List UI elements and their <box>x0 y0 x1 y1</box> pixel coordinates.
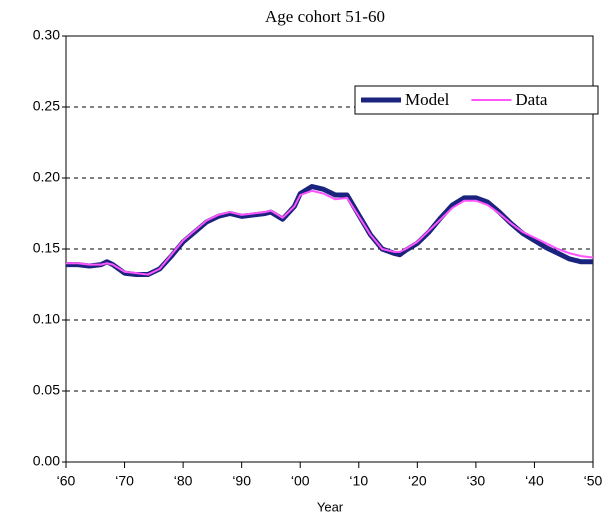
x-axis-label: Year <box>317 499 344 514</box>
plot-frame <box>65 35 594 463</box>
x-tick-label: ‘40 <box>525 473 544 489</box>
x-tick-label: ‘90 <box>232 473 251 489</box>
x-tick-label: ‘00 <box>291 473 310 489</box>
x-tick-label: ‘50 <box>584 473 603 489</box>
y-tick-label: 0.10 <box>33 311 60 327</box>
series-line <box>66 189 594 276</box>
x-tick-label: ‘20 <box>408 473 427 489</box>
y-tick-label: 0.30 <box>33 27 60 43</box>
y-tick-label: 0.25 <box>33 98 60 114</box>
y-tick-label: 0.00 <box>33 453 60 469</box>
series-line <box>66 184 593 278</box>
legend-label: Data <box>515 90 548 109</box>
x-tick-label: ‘70 <box>115 473 134 489</box>
x-tick-label: ‘80 <box>174 473 193 489</box>
legend-label: Model <box>405 90 450 109</box>
y-tick-label: 0.20 <box>33 169 60 185</box>
x-tick-label: ‘30 <box>467 473 486 489</box>
chart-title: Age cohort 51-60 <box>265 7 385 26</box>
y-tick-label: 0.15 <box>33 240 60 256</box>
y-tick-label: 0.05 <box>33 382 60 398</box>
x-tick-label: ‘60 <box>57 473 76 489</box>
x-tick-label: ‘10 <box>349 473 368 489</box>
